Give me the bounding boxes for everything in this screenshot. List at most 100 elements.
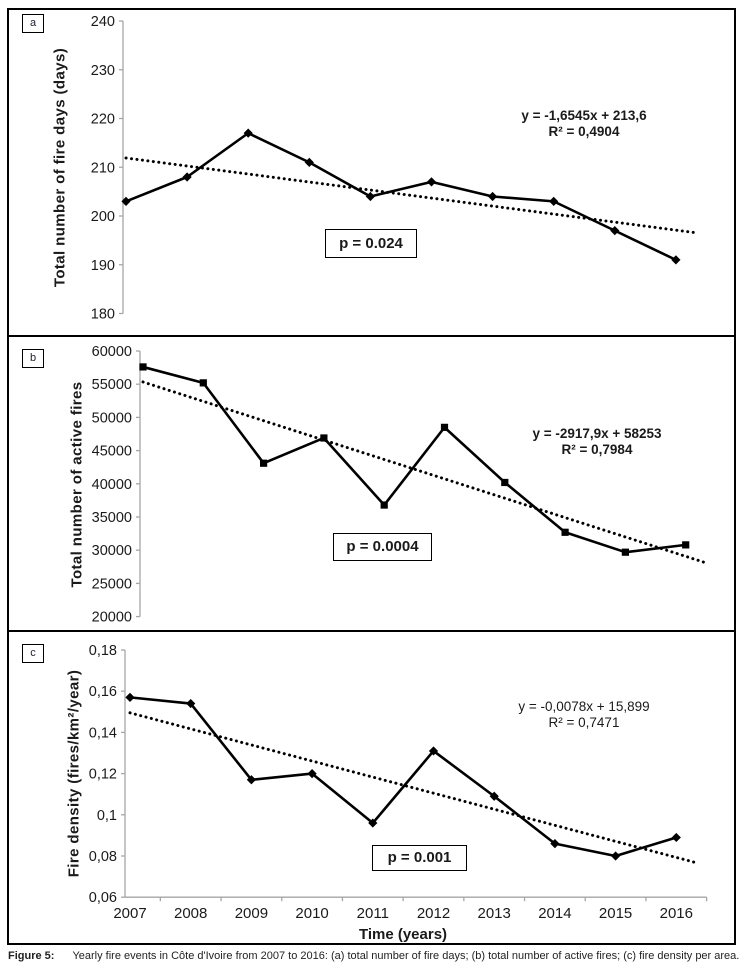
y-tick-label: 30000 [92, 543, 132, 559]
data-point-marker [368, 818, 378, 828]
y-tick-label: 20000 [92, 610, 132, 626]
data-point-marker [440, 423, 449, 431]
x-tick-label: 2012 [417, 905, 450, 922]
y-tick-label: 0,14 [89, 725, 117, 741]
data-point-marker [549, 196, 559, 206]
y-tick-label: 40000 [92, 477, 132, 493]
data-point-marker [182, 172, 192, 182]
y-tick-label: 0,1 [97, 808, 117, 824]
data-point-marker [621, 548, 629, 556]
y-axis-ticks: 0,18 0,16 0,14 0,12 0,1 0,08 0,06 [89, 643, 125, 906]
trendline [124, 156, 700, 235]
y-tick-label: 55000 [92, 377, 132, 393]
series-markers [139, 363, 690, 556]
panel-c-p-value-box: p = 0.001 [372, 845, 467, 871]
figure-caption-text: Yearly fire events in Côte d'Ivoire from… [72, 950, 740, 962]
series-line [142, 365, 686, 554]
panel-b-trend-equation: y = -2917,9x + 58253 R² = 0,7984 [437, 426, 745, 457]
x-tick-label: 2011 [357, 905, 389, 922]
equation-line: y = -0,0078x + 15,899 [518, 699, 650, 714]
data-point-marker [304, 157, 314, 167]
y-tick-label: 180 [91, 307, 115, 323]
equation-line: y = -2917,9x + 58253 [532, 426, 662, 441]
data-point-marker [199, 379, 207, 387]
x-tick-label: 2013 [478, 905, 511, 922]
y-axis-ticks: 60000 55000 50000 45000 40000 35000 30000 25000… [92, 344, 140, 626]
panel-b-p-value-box: p = 0.0004 [333, 533, 432, 561]
r-squared-line: R² = 0,4904 [548, 123, 620, 139]
data-point-marker [426, 177, 437, 187]
data-point-marker [320, 434, 328, 442]
data-point-marker [246, 775, 256, 785]
trendline [128, 711, 700, 865]
x-tick-label: 2016 [660, 905, 693, 922]
panel-a-plot: 240 230 220 210 200 190 180 [91, 14, 700, 323]
series-markers [125, 692, 681, 861]
panel-b-plot: 60000 55000 50000 45000 40000 35000 30000 25000… [92, 344, 710, 626]
data-point-marker [139, 363, 147, 371]
data-point-marker [121, 196, 131, 206]
panel-a-label: a [22, 14, 44, 33]
data-point-marker [186, 698, 196, 709]
y-tick-label: 0,18 [89, 643, 117, 659]
y-tick-label: 0,06 [89, 890, 117, 906]
series-markers [121, 128, 681, 265]
panel-c-trend-equation: y = -0,0078x + 15,899 R² = 0,7471 [424, 699, 744, 730]
x-tick-label: 2010 [295, 905, 328, 922]
series-line [129, 696, 677, 858]
data-point-marker [260, 459, 268, 467]
x-axis-title: Time (years) [358, 926, 448, 943]
figure-caption-label: Figure 5: [8, 950, 55, 962]
y-tick-label: 45000 [92, 444, 132, 460]
y-tick-label: 190 [91, 258, 115, 274]
y-tick-label: 210 [91, 160, 115, 176]
panel-a-p-value-box: p = 0.024 [325, 229, 417, 258]
data-point-marker [380, 501, 388, 509]
panel-c-label: c [22, 644, 44, 663]
data-point-marker [550, 839, 560, 849]
data-point-marker [489, 791, 499, 801]
x-tick-label: 2007 [113, 905, 146, 922]
x-tick-label: 2009 [235, 905, 268, 922]
y-tick-label: 35000 [92, 510, 132, 526]
panel-c-y-axis-title: Fire density (fires/km²/year) [65, 669, 83, 878]
figure-caption: Figure 5: Yearly fire events in Côte d'Iv… [8, 950, 740, 962]
data-point-marker [243, 128, 253, 138]
y-tick-label: 240 [91, 14, 115, 30]
panel-a-trend-equation: y = -1,6545x + 213,6 R² = 0,4904 [424, 108, 744, 139]
data-point-marker [428, 746, 439, 756]
panel-a-y-axis-title: Total number of fire days (days) [51, 47, 69, 288]
y-tick-label: 200 [91, 209, 115, 225]
r-squared-line: R² = 0,7471 [548, 714, 620, 730]
x-tick-label: 2015 [599, 905, 632, 922]
y-tick-label: 230 [91, 63, 115, 79]
y-tick-label: 0,12 [89, 767, 117, 783]
y-tick-label: 60000 [92, 344, 132, 360]
data-point-marker [501, 478, 509, 487]
x-tick-label: 2014 [538, 905, 571, 922]
trendline [141, 380, 710, 565]
x-tick-label: 2008 [174, 905, 207, 922]
data-point-marker [125, 692, 135, 702]
series-line [125, 131, 677, 262]
data-point-marker [365, 191, 375, 202]
data-point-marker [610, 226, 620, 236]
chart-frame [7, 8, 736, 945]
data-point-marker [611, 851, 621, 861]
y-tick-label: 0,16 [89, 684, 117, 700]
data-point-marker [488, 191, 498, 202]
panel-separator-b-c [8, 630, 736, 632]
y-tick-label: 0,08 [89, 849, 117, 865]
data-point-marker [671, 255, 681, 265]
panel-b-label: b [22, 349, 44, 368]
equation-line: y = -1,6545x + 213,6 [521, 108, 647, 123]
panel-separator-a-b [8, 335, 736, 337]
data-point-marker [307, 769, 317, 779]
panel-b-y-axis-title: Total number of active fires [68, 381, 86, 588]
y-tick-label: 50000 [92, 410, 132, 426]
data-point-marker [682, 541, 690, 549]
data-point-marker [561, 528, 569, 536]
y-tick-label: 25000 [92, 576, 132, 592]
